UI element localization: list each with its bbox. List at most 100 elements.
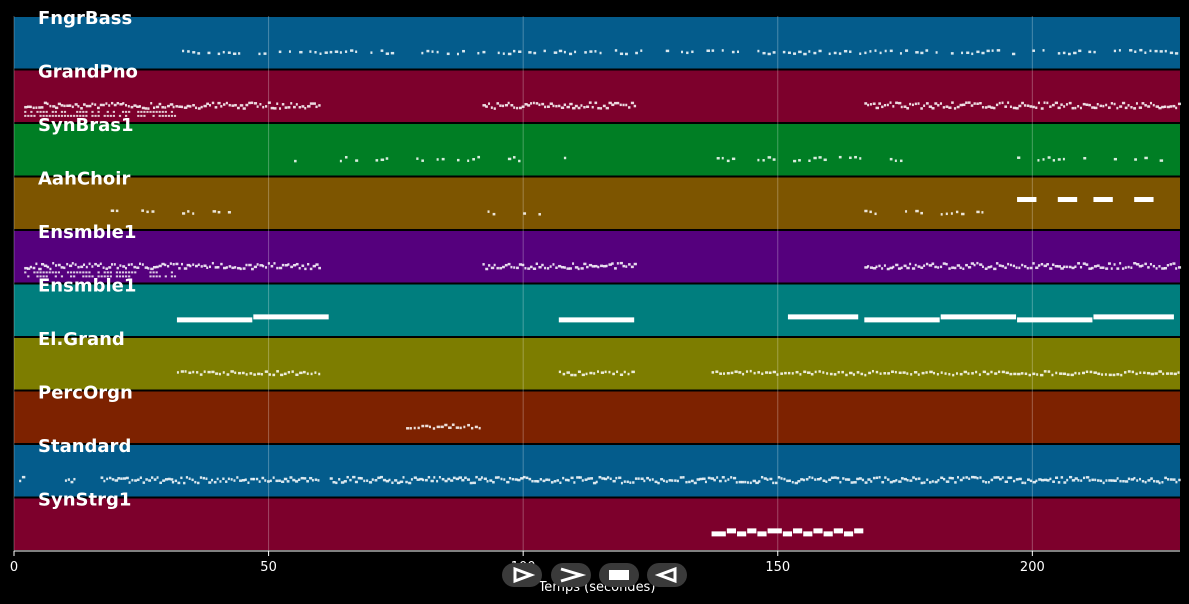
rewind-button[interactable]	[647, 563, 687, 587]
note	[268, 373, 271, 376]
note	[486, 480, 489, 483]
note	[868, 371, 872, 375]
note	[112, 110, 115, 113]
note	[228, 265, 232, 268]
note	[886, 478, 890, 481]
note	[255, 477, 259, 481]
note	[1102, 266, 1105, 269]
note	[899, 159, 903, 163]
note	[149, 275, 152, 278]
note	[1155, 480, 1160, 483]
note	[440, 425, 444, 429]
note	[562, 372, 566, 376]
note	[934, 480, 938, 484]
note	[124, 275, 128, 278]
note	[493, 263, 496, 267]
note	[1062, 372, 1067, 376]
note	[366, 479, 369, 482]
note	[143, 114, 146, 117]
note	[1039, 373, 1044, 377]
note	[685, 480, 688, 484]
note	[979, 101, 982, 105]
note	[970, 104, 974, 107]
note	[1051, 373, 1054, 377]
note	[777, 476, 781, 479]
note	[844, 478, 849, 481]
note	[1088, 103, 1091, 107]
note	[1001, 370, 1005, 374]
note	[767, 528, 782, 534]
note	[279, 266, 283, 270]
note	[74, 263, 77, 266]
note	[111, 478, 115, 481]
note	[91, 102, 94, 106]
note	[134, 271, 137, 274]
note	[925, 49, 929, 52]
note	[845, 373, 848, 377]
note	[239, 479, 243, 482]
note	[335, 481, 338, 485]
note	[216, 477, 219, 481]
note	[1046, 263, 1049, 266]
note	[225, 101, 228, 105]
note	[758, 480, 761, 483]
note	[869, 50, 872, 53]
note	[1104, 373, 1107, 376]
note	[1105, 267, 1109, 270]
note	[615, 476, 618, 480]
note	[276, 266, 279, 270]
note	[236, 476, 239, 479]
note	[864, 102, 868, 105]
note	[273, 262, 276, 265]
note	[925, 102, 929, 105]
note	[293, 105, 296, 109]
note	[808, 475, 811, 479]
note	[461, 478, 465, 482]
note	[312, 264, 316, 268]
note	[810, 372, 814, 376]
note	[742, 372, 745, 376]
note	[619, 373, 624, 377]
note	[195, 106, 198, 110]
note	[600, 371, 605, 374]
note	[563, 103, 567, 107]
note	[267, 262, 270, 265]
note	[329, 50, 333, 54]
note	[103, 114, 106, 117]
note	[731, 50, 735, 54]
note	[1177, 102, 1181, 106]
note	[1155, 267, 1158, 270]
note	[1093, 371, 1097, 374]
note	[1047, 156, 1051, 159]
note	[295, 262, 299, 266]
note	[544, 105, 547, 109]
note	[214, 106, 218, 109]
note	[870, 480, 873, 483]
note	[234, 103, 237, 107]
note	[1149, 262, 1152, 266]
note	[169, 103, 174, 106]
note	[51, 110, 54, 113]
note	[1164, 49, 1167, 53]
note	[259, 103, 262, 106]
note	[1021, 481, 1024, 485]
note	[1043, 264, 1047, 268]
stop-button[interactable]	[599, 563, 639, 587]
note	[207, 370, 211, 374]
note	[727, 478, 730, 481]
note	[1077, 262, 1081, 265]
note	[141, 106, 145, 110]
play-button[interactable]	[502, 563, 542, 587]
note	[900, 105, 903, 109]
note	[80, 265, 84, 269]
note	[211, 370, 215, 374]
note	[940, 314, 1017, 320]
note	[833, 373, 837, 376]
note	[1054, 476, 1059, 479]
note	[626, 480, 629, 484]
note	[500, 477, 503, 481]
fast-forward-button[interactable]	[551, 563, 591, 587]
note	[818, 370, 821, 373]
note	[604, 370, 607, 374]
note	[230, 478, 233, 481]
